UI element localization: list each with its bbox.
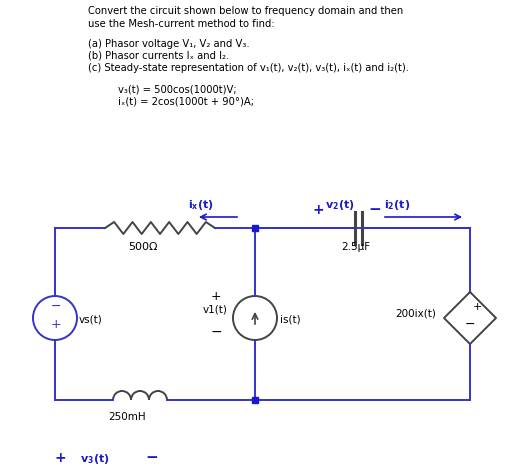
Text: +: + bbox=[472, 302, 482, 312]
Text: (c) Steady-state representation of v₁(t), v₂(t), v₃(t), iₓ(t) and i₂(t).: (c) Steady-state representation of v₁(t)… bbox=[88, 63, 408, 73]
Text: v1(t): v1(t) bbox=[203, 305, 228, 315]
Text: iₓ(t) = 2cos(1000t + 90°)A;: iₓ(t) = 2cos(1000t + 90°)A; bbox=[118, 96, 253, 106]
Text: is(t): is(t) bbox=[279, 314, 300, 324]
Text: −: − bbox=[464, 318, 474, 331]
Text: $\mathbf{i_2(t)}$: $\mathbf{i_2(t)}$ bbox=[383, 198, 409, 212]
Text: Convert the circuit shown below to frequency domain and then: Convert the circuit shown below to frequ… bbox=[88, 6, 403, 16]
Text: (a) Phasor voltage V₁, V₂ and V₃.: (a) Phasor voltage V₁, V₂ and V₃. bbox=[88, 39, 249, 49]
Text: −: − bbox=[51, 300, 62, 313]
Text: −: − bbox=[145, 450, 157, 465]
Text: −: − bbox=[211, 325, 222, 339]
Text: 250mH: 250mH bbox=[108, 412, 146, 422]
Text: +: + bbox=[55, 451, 67, 465]
Text: v₃(t) = 500cos(1000t)V;: v₃(t) = 500cos(1000t)V; bbox=[118, 84, 236, 94]
Text: (b) Phasor currents Iₓ and I₂.: (b) Phasor currents Iₓ and I₂. bbox=[88, 51, 229, 61]
Text: $\mathbf{v_3(t)}$: $\mathbf{v_3(t)}$ bbox=[80, 452, 109, 466]
Text: +: + bbox=[51, 318, 62, 331]
Text: use the Mesh-current method to find:: use the Mesh-current method to find: bbox=[88, 19, 274, 29]
Text: 500Ω: 500Ω bbox=[128, 242, 157, 252]
Text: 200ix(t): 200ix(t) bbox=[394, 308, 435, 318]
Text: +: + bbox=[211, 290, 221, 303]
Text: 2.5μF: 2.5μF bbox=[341, 242, 370, 252]
Text: −: − bbox=[367, 202, 380, 217]
Text: $\mathbf{i_x(t)}$: $\mathbf{i_x(t)}$ bbox=[188, 198, 213, 212]
Text: $\mathbf{v_2(t)}$: $\mathbf{v_2(t)}$ bbox=[324, 198, 354, 212]
Text: +: + bbox=[313, 203, 324, 217]
Text: vs(t): vs(t) bbox=[79, 314, 102, 324]
